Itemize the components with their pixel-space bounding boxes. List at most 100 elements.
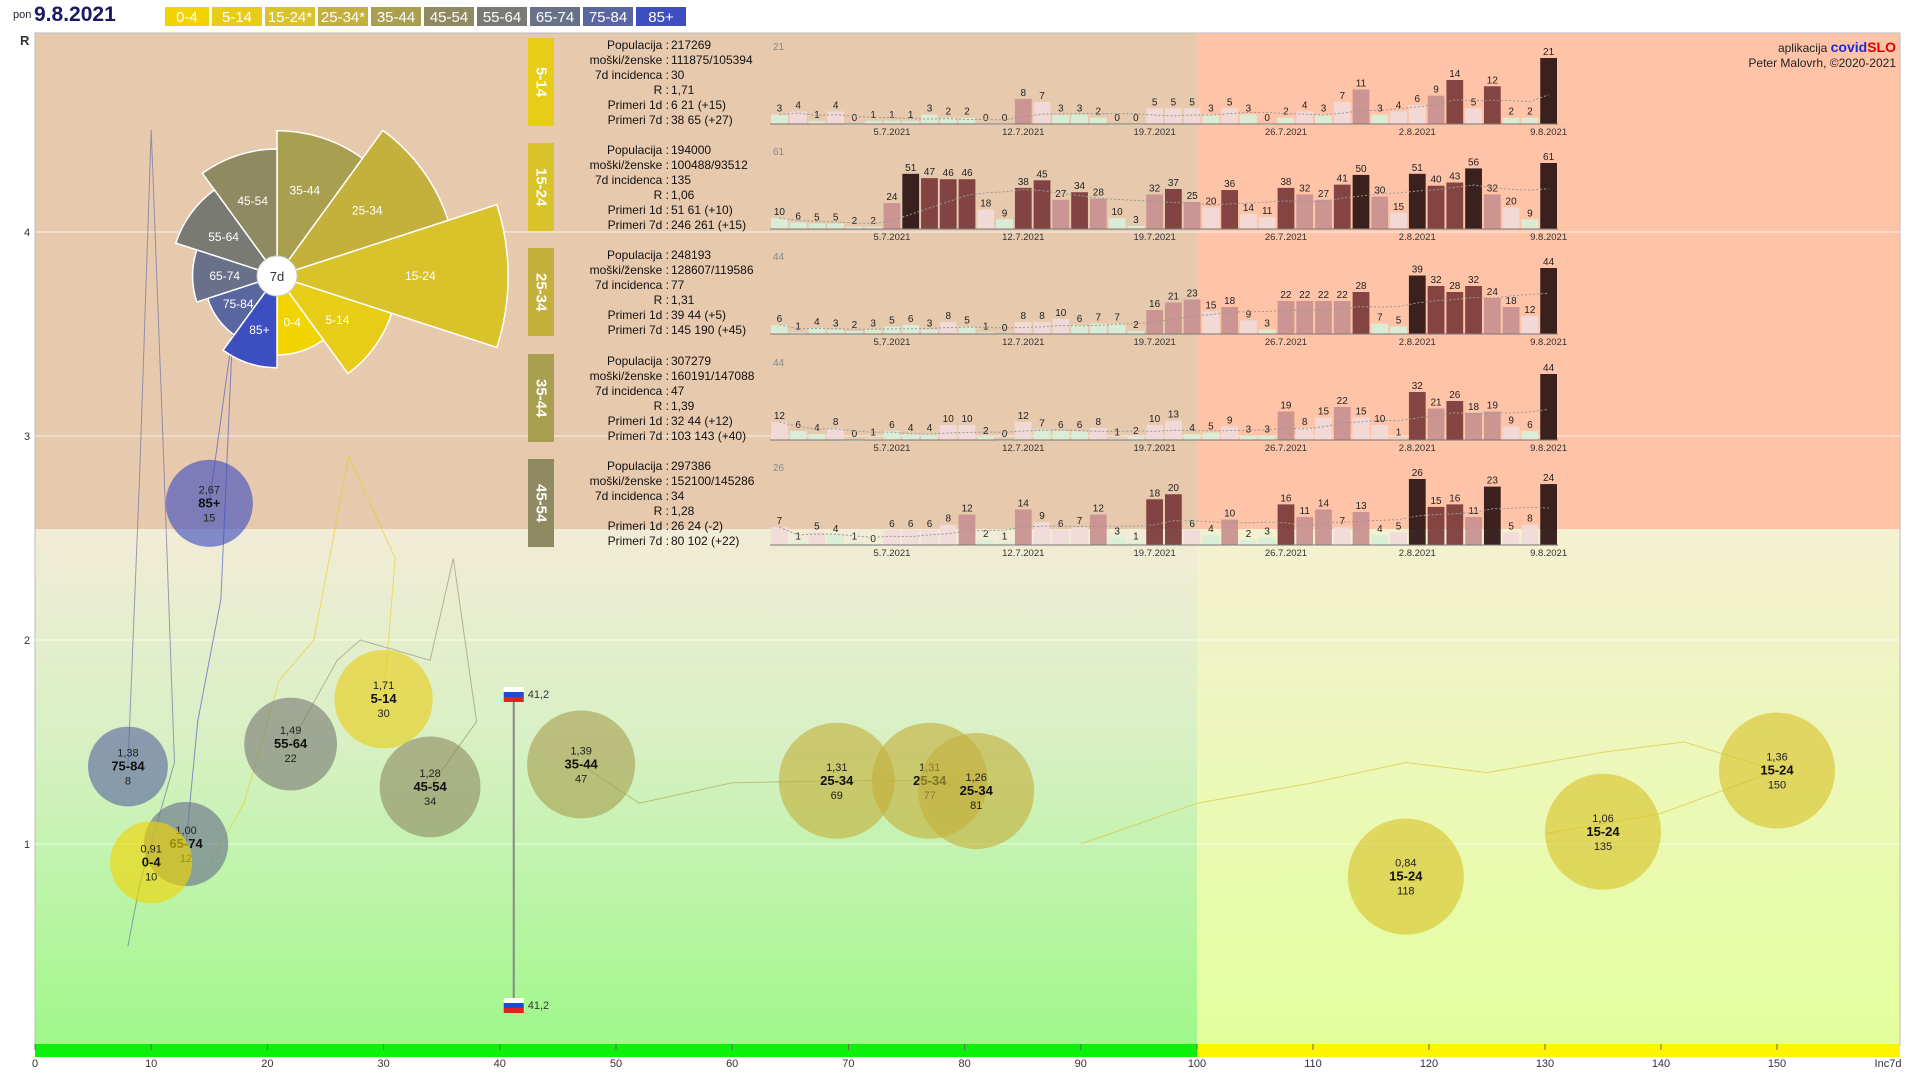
panel-bar	[1408, 275, 1426, 334]
panel-bar-label: 8	[1096, 417, 1102, 428]
panel-bar-label: 21	[1543, 47, 1555, 58]
panel-bar-label: 12	[774, 411, 786, 422]
panel-bar-label: 32	[1487, 183, 1499, 194]
panel-bar	[1258, 329, 1276, 334]
panel-bar	[1465, 168, 1482, 229]
stat-key: R :	[653, 399, 669, 413]
panel-bar-label: 46	[943, 168, 955, 179]
panel-bar	[1033, 180, 1051, 229]
stat-row: Primeri 1d :32 44 (+12)	[514, 414, 754, 429]
bubble-incidence-value: 47	[575, 773, 587, 785]
national-incidence-label: 41,2	[528, 1000, 549, 1012]
panel-bar	[846, 542, 863, 545]
panel-bar-label: 4	[1208, 524, 1214, 535]
panel-bar-label: 3	[870, 319, 876, 330]
age-button-85+[interactable]: 85+	[635, 6, 687, 27]
panel-bar-label: 4	[833, 100, 839, 111]
panel-bar-label: 14	[1018, 498, 1030, 509]
panel-bar-label: 13	[1168, 410, 1180, 421]
panel-bar	[1465, 517, 1482, 545]
panel-bar	[771, 325, 788, 334]
panel-ymax-label: 21	[773, 42, 785, 53]
pie-slice-label: 55-64	[208, 230, 239, 244]
stat-value: 26 24 (-2)	[671, 519, 724, 533]
incidence-band-yellow	[1197, 1044, 1900, 1057]
panel-bar-label: 10	[1224, 509, 1236, 520]
panel-bar	[1127, 437, 1145, 440]
age-button-1524[interactable]: 15-24*	[264, 6, 316, 27]
panel-bar	[1221, 190, 1239, 229]
panel-bar-label: 2	[852, 216, 858, 227]
age-button-4554[interactable]: 45-54	[423, 6, 475, 27]
panel-bar	[1014, 98, 1032, 124]
bubble-circle	[527, 710, 636, 819]
panel-bar-label: 18	[1506, 296, 1518, 307]
panel-bar	[921, 114, 938, 124]
stat-value: 39 44 (+5)	[671, 308, 727, 322]
age-button-5564[interactable]: 55-64	[476, 6, 528, 27]
x-tick-label: 70	[842, 1058, 854, 1070]
panel-date-label: 26.7.2021	[1265, 337, 1307, 348]
panel-bar-label: 6	[1058, 519, 1064, 530]
panel-bar	[1108, 537, 1126, 545]
panel-stats-15-24: Populacija :194000 moški/ženske :100488/9…	[514, 143, 748, 233]
flag-stripe-white	[503, 998, 524, 1003]
age-button-514[interactable]: 5-14	[211, 6, 263, 27]
panel-age-tag-15-24: 15-24	[528, 143, 554, 231]
panel-bar	[1521, 524, 1539, 545]
panel-bar-label: 9	[1433, 85, 1439, 96]
bubble-age-label: 15-24	[1586, 824, 1620, 839]
panel-bar-label: 25	[1187, 191, 1199, 202]
panel-bar-label: 1	[814, 110, 820, 121]
age-button-6574[interactable]: 65-74	[529, 6, 581, 27]
panel-date-label: 12.7.2021	[1002, 337, 1044, 348]
panel-bar	[1315, 199, 1332, 229]
pie-slice-label: 15-24	[405, 269, 436, 283]
stat-key: Populacija :	[606, 38, 669, 52]
panel-bar-label: 0	[1114, 113, 1120, 124]
panel-bar-label: 6	[1527, 420, 1533, 431]
panel-bar-label: 10	[774, 207, 786, 218]
panel-bar	[1033, 322, 1051, 334]
panel-bar-label: 7	[1339, 516, 1345, 527]
panel-bar	[1089, 117, 1107, 124]
panel-bar	[1427, 185, 1445, 229]
panel-bar-label: 18	[980, 199, 992, 210]
panel-bar-label: 14	[1449, 69, 1461, 80]
bubble-circle	[379, 736, 481, 838]
stat-key: moški/ženske :	[589, 158, 669, 172]
stat-value: 32 44 (+12)	[671, 414, 733, 428]
bubble-incidence-value: 150	[1768, 780, 1786, 792]
bubble-age-label: 15-24	[1389, 869, 1423, 884]
panel-bar	[1483, 86, 1501, 124]
x-tick-label: 0	[32, 1058, 38, 1070]
stat-row: R :1,06	[514, 188, 748, 203]
flag-stripe-blue	[503, 1003, 524, 1008]
panel-bar-label: 15	[1430, 496, 1442, 507]
age-button-04[interactable]: 0-4	[164, 6, 210, 27]
panel-bar	[939, 179, 957, 229]
panel-bar-label: 51	[905, 163, 917, 174]
panel-bar-label: 1	[889, 110, 895, 121]
panel-bar-label: 10	[943, 414, 955, 425]
panel-bar-label: 5	[1396, 521, 1402, 532]
y-tick-label: 3	[24, 431, 30, 443]
panel-bar-label: 8	[1302, 417, 1308, 428]
panel-bar	[1089, 323, 1107, 334]
age-button-7584[interactable]: 75-84	[582, 6, 634, 27]
panel-date-label: 9.8.2021	[1530, 548, 1567, 559]
panel-bar-label: 10	[961, 414, 973, 425]
brand-slo: SLO	[1867, 39, 1896, 55]
age-button-2534[interactable]: 25-34*	[317, 6, 369, 27]
panel-bar-label: 6	[1189, 519, 1195, 530]
bubble-r-value: 1,49	[280, 725, 301, 737]
panel-bar-label: 1	[1114, 428, 1120, 439]
age-button-3544[interactable]: 35-44	[370, 6, 422, 27]
panel-bar-label: 5	[1508, 521, 1514, 532]
pie-slice-label: 65-74	[209, 269, 240, 283]
panel-bar-label: 45	[1036, 169, 1048, 180]
panel-bar	[1165, 108, 1182, 124]
panel-bar-label: 0	[1133, 113, 1139, 124]
pie-slice-label: 35-44	[290, 183, 321, 197]
